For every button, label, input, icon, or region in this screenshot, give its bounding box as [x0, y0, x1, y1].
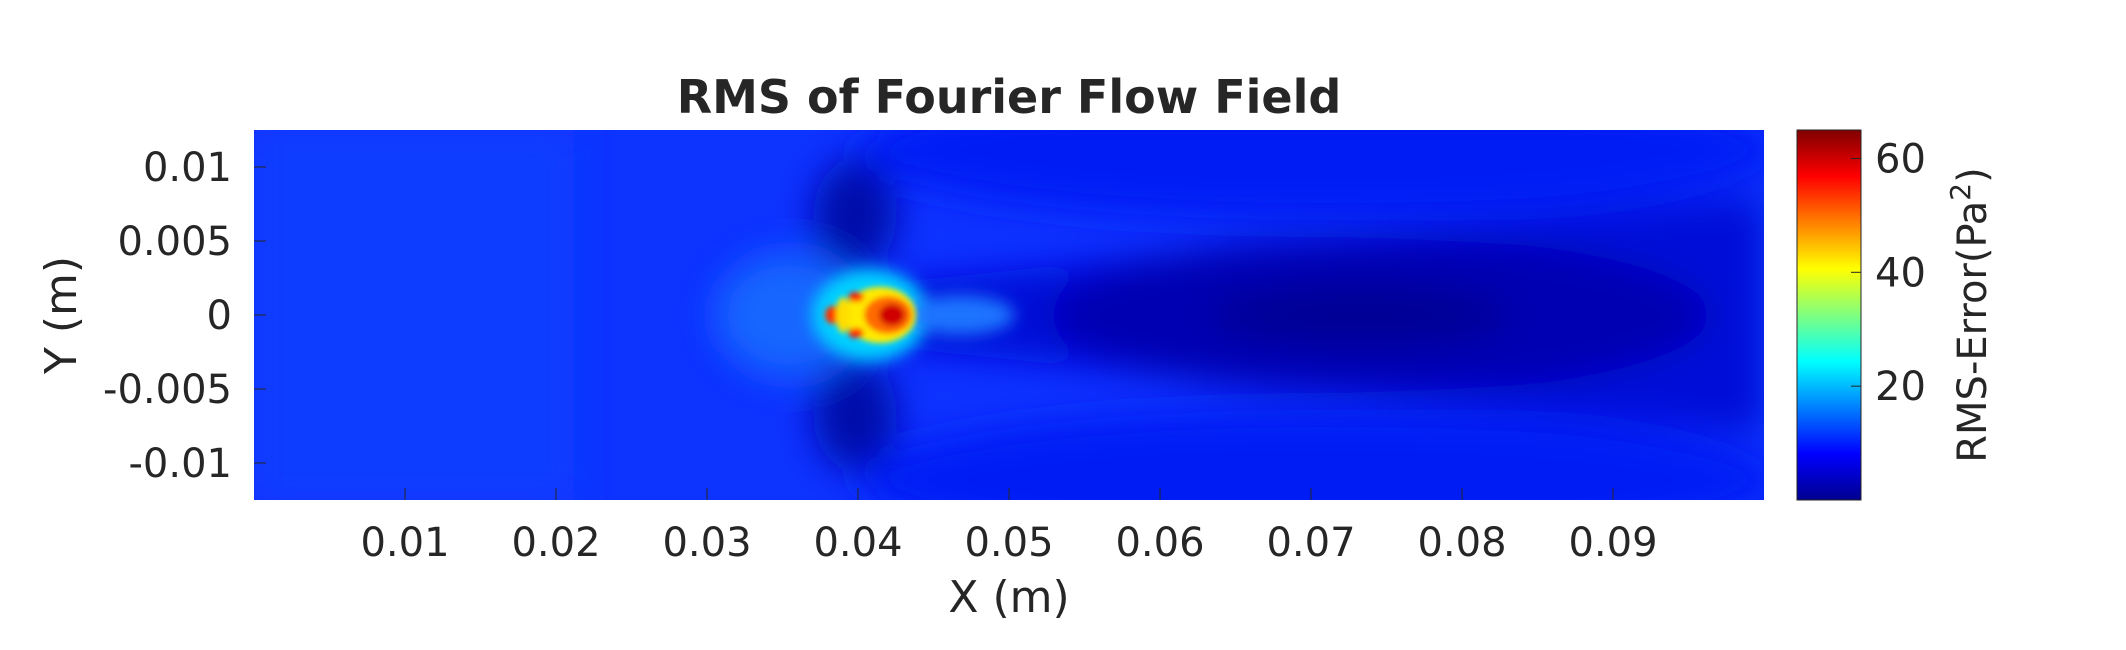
x-tick-label: 0.09 [1568, 520, 1657, 566]
field-left-band [254, 130, 574, 500]
x-tick-label: 0.02 [511, 520, 600, 566]
x-tick-label: 0.01 [360, 520, 449, 566]
y-tick-label: -0.01 [129, 441, 233, 487]
x-axis-label: X (m) [948, 572, 1069, 623]
colorbar: 20 40 60 RMS-Error(Pa2) [1796, 129, 1997, 501]
y-axis-label: Y (m) [36, 256, 87, 375]
heatmap-field [254, 130, 1764, 500]
colorbar-label: RMS-Error(Pa2) [1944, 167, 1997, 463]
x-tick-label: 0.08 [1417, 520, 1506, 566]
field-dark-lobe-lower [813, 360, 897, 470]
x-tick-label: 0.05 [964, 520, 1053, 566]
colorbar-label-base: RMS-Error(Pa [1950, 201, 1996, 463]
colorbar-gradient [1796, 129, 1862, 501]
field-downstream-trail [905, 295, 1015, 335]
field-upper-right-region [860, 130, 1764, 220]
field-front-rim [836, 297, 850, 333]
colorbar-ticks: 20 40 60 [1851, 136, 1926, 410]
field-front-tip-upper [848, 292, 864, 302]
colorbar-tick-label: 40 [1875, 250, 1926, 296]
y-tick-label: 0.005 [117, 219, 232, 265]
x-tick-label: 0.06 [1115, 520, 1204, 566]
x-tick-label: 0.07 [1266, 520, 1355, 566]
x-axis-ticks: 0.01 0.02 0.03 0.04 0.05 0.06 0.07 0.08 0.09 [360, 488, 1658, 566]
colorbar-label-superscript: 2 [1944, 183, 1977, 201]
colorbar-tick-label: 60 [1875, 136, 1926, 182]
colorbar-tick-label: 20 [1875, 364, 1926, 410]
field-wake-core [1210, 285, 1510, 345]
chart-title: RMS of Fourier Flow Field [677, 70, 1342, 124]
y-axis-ticks: 0.01 0.005 0 -0.005 -0.01 [103, 145, 266, 487]
colorbar-label-end: ) [1950, 167, 1996, 183]
field-front-tip-lower [848, 328, 864, 338]
y-tick-label: 0.01 [143, 145, 232, 191]
x-tick-label: 0.04 [813, 520, 902, 566]
field-lower-right-region [860, 410, 1764, 500]
y-tick-label: -0.005 [103, 367, 232, 413]
field-hotspot-red [879, 304, 905, 326]
x-tick-label: 0.03 [662, 520, 751, 566]
y-tick-label: 0 [207, 293, 232, 339]
field-dark-lobe-upper [813, 160, 897, 270]
